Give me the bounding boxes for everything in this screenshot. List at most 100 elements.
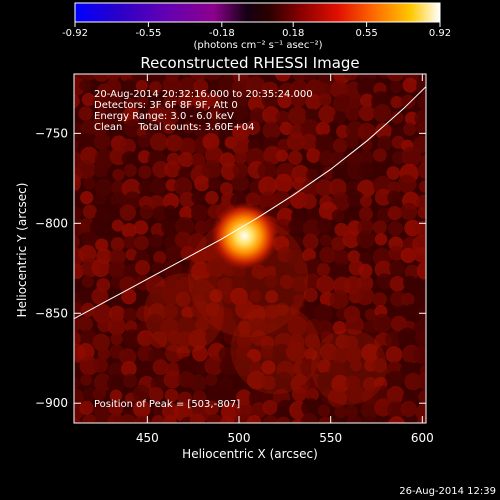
heatmap-cell <box>347 250 361 263</box>
heatmap-cell <box>331 374 350 393</box>
heatmap-cell <box>334 222 349 237</box>
heatmap-cell <box>401 292 415 307</box>
heatmap-cell <box>179 191 196 208</box>
heatmap-cell <box>74 360 80 376</box>
heatmap-cell <box>80 119 97 136</box>
heatmap-cell <box>248 389 267 407</box>
heatmap-cell <box>174 231 192 249</box>
heatmap-cell <box>133 220 149 235</box>
heatmap-cell <box>106 74 121 81</box>
heatmap-cell <box>288 106 308 126</box>
heatmap-cell <box>203 74 223 82</box>
heatmap-cell <box>317 416 335 423</box>
colorbar-tick-label: 0.55 <box>355 28 377 39</box>
heatmap-cell <box>277 93 292 109</box>
heatmap-cell <box>146 314 165 333</box>
heatmap-cell <box>417 206 426 219</box>
heatmap-cell <box>208 177 221 190</box>
heatmap-cell <box>174 216 195 237</box>
heatmap-cell <box>190 261 211 282</box>
heatmap-cell <box>317 404 331 417</box>
heatmap-cell <box>294 261 308 275</box>
heatmap-cell <box>262 106 280 125</box>
heatmap-cell <box>95 238 109 252</box>
heatmap-cell <box>81 414 98 423</box>
heatmap-cell <box>177 391 192 406</box>
heatmap-cell <box>233 105 249 122</box>
heatmap-cell <box>218 76 236 94</box>
heatmap-cell <box>319 246 337 264</box>
heatmap-cell <box>357 218 374 235</box>
heatmap-cell <box>176 331 193 348</box>
heatmap-cell <box>331 165 350 183</box>
heatmap-cell <box>344 345 363 363</box>
heatmap-cell <box>361 343 380 363</box>
heatmap-cell <box>150 178 167 195</box>
heatmap-cell <box>386 385 405 404</box>
heatmap-cell <box>189 413 206 423</box>
heatmap-cell <box>291 386 307 402</box>
heatmap-cell <box>429 166 446 183</box>
colorbar-tick-label: -0.92 <box>62 28 88 39</box>
heatmap-cell <box>389 260 405 277</box>
heatmap-cell <box>136 110 150 123</box>
heatmap-cell <box>153 251 167 265</box>
heatmap-cell <box>386 370 404 388</box>
heatmap-cell <box>274 173 294 193</box>
heatmap-cell <box>374 188 392 206</box>
heatmap-cell <box>318 92 332 107</box>
x-tick-label: 550 <box>319 431 342 445</box>
heatmap-cell <box>108 401 124 416</box>
heatmap-cell <box>165 134 183 152</box>
heatmap-cell <box>415 287 426 307</box>
heatmap-cell <box>415 331 426 346</box>
heatmap-cell <box>377 135 393 151</box>
heatmap-cell <box>433 96 446 109</box>
heatmap-cell <box>387 401 406 419</box>
heatmap-cell <box>414 220 426 237</box>
heatmap-cell <box>109 248 126 266</box>
heatmap-cell <box>358 206 373 222</box>
heatmap-cell <box>161 219 178 236</box>
heatmap-cell <box>230 135 251 155</box>
heatmap-cell <box>119 348 137 366</box>
heatmap-cell <box>373 103 392 123</box>
heatmap-cell <box>175 291 191 307</box>
colorbar-tick-label: -0.55 <box>135 28 161 39</box>
heatmap-cell <box>93 192 107 206</box>
heatmap-cell <box>77 133 95 150</box>
heatmap-cell <box>217 277 235 295</box>
heatmap-cell <box>316 218 332 234</box>
heatmap-cell <box>193 124 207 138</box>
heatmap-cell <box>237 321 252 335</box>
x-axis-label: Heliocentric X (arcsec) <box>182 447 318 461</box>
heatmap-cell <box>432 246 450 264</box>
heatmap-cell <box>416 371 426 390</box>
heatmap-cell <box>91 258 111 278</box>
heatmap-cell <box>261 360 276 375</box>
heatmap-cell <box>246 414 262 423</box>
heatmap-cell <box>372 313 392 334</box>
heatmap-cell <box>104 90 123 109</box>
heatmap-cell <box>387 205 403 221</box>
heatmap-cell <box>137 134 151 148</box>
heatmap-cell <box>181 306 195 320</box>
heatmap-cell <box>266 320 280 335</box>
heatmap-cell <box>182 120 196 134</box>
heatmap-cell <box>320 330 334 344</box>
heatmap-cell <box>345 134 359 149</box>
heatmap-cell <box>123 329 142 349</box>
heatmap-cell <box>412 345 426 364</box>
heatmap-cell <box>264 274 278 288</box>
heatmap-cell <box>427 66 445 84</box>
heatmap-cell <box>151 415 165 423</box>
y-tick-label: −750 <box>35 126 68 140</box>
heatmap-cell <box>360 138 373 151</box>
heatmap-cell <box>110 237 125 252</box>
heatmap-cell <box>165 245 182 262</box>
heatmap-cell <box>204 356 224 376</box>
heatmap-cell <box>178 152 194 168</box>
heatmap-cell <box>315 133 335 154</box>
heatmap-cell <box>176 345 191 360</box>
heatmap-cell <box>201 159 222 180</box>
